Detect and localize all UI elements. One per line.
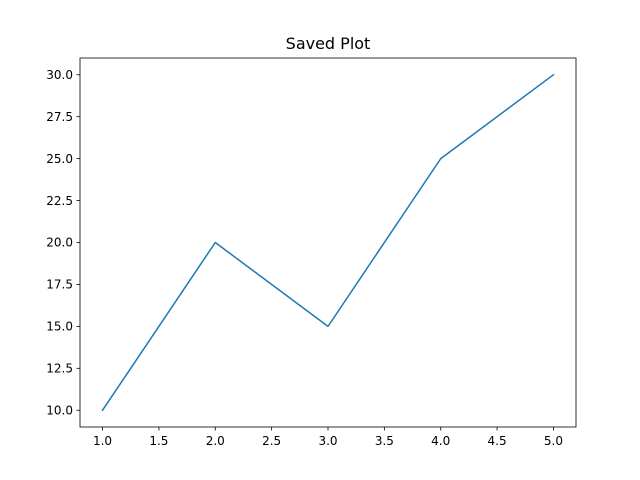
y-axis-ticks: 10.0 12.5 15.0 17.5 20.0 22.5 25.0 27.5 30.0	[46, 68, 80, 417]
x-tick-label: 1.0	[93, 434, 112, 448]
chart-title: Saved Plot	[286, 34, 371, 53]
x-tick-label: 3.5	[375, 434, 394, 448]
x-tick-label: 1.5	[149, 434, 168, 448]
x-tick-label: 4.0	[431, 434, 450, 448]
x-axis-ticks: 1.0 1.5 2.0 2.5 3.0 3.5 4.0 4.5 5.0	[93, 427, 563, 448]
axes-frame	[79, 57, 577, 428]
y-tick-label: 27.5	[46, 110, 73, 124]
plot-area: 10.0 12.5 15.0 17.5 20.0 22.5 25.0 27.5 30.0 1.0…	[46, 57, 577, 448]
x-tick-label: 5.0	[544, 434, 563, 448]
y-tick-label: 12.5	[46, 361, 73, 375]
x-tick-label: 2.0	[206, 434, 225, 448]
series-line	[101, 73, 555, 412]
y-tick-label: 30.0	[46, 68, 73, 82]
y-tick-label: 22.5	[46, 194, 73, 208]
y-tick-label: 17.5	[46, 278, 73, 292]
x-tick-label: 3.0	[318, 434, 337, 448]
y-tick-label: 25.0	[46, 152, 73, 166]
series-layer	[101, 73, 555, 412]
y-tick-label: 15.0	[46, 320, 73, 334]
x-tick-label: 2.5	[262, 434, 281, 448]
y-tick-label: 20.0	[46, 236, 73, 250]
x-tick-label: 4.5	[488, 434, 507, 448]
y-tick-label: 10.0	[46, 403, 73, 417]
